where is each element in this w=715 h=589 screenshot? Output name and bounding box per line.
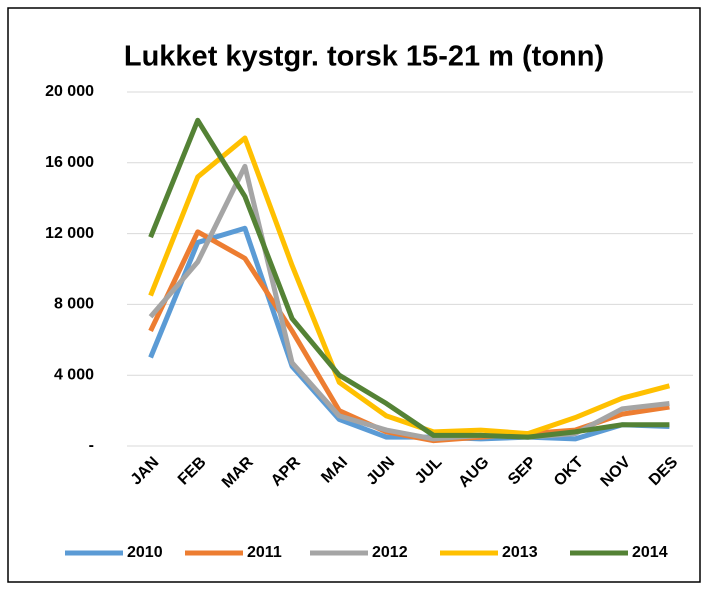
y-tick-label: 4 000	[54, 366, 94, 383]
chart-title: Lukket kystgr. torsk 15-21 m (tonn)	[124, 41, 604, 73]
legend-label: 2011	[247, 544, 282, 561]
y-tick-label: 8 000	[54, 296, 94, 313]
y-tick-label: -	[89, 437, 94, 454]
legend-label: 2012	[372, 544, 408, 561]
chart-frame	[7, 7, 701, 583]
y-tick-label: 12 000	[45, 225, 94, 242]
legend-label: 2013	[502, 544, 538, 561]
legend-label: 2014	[632, 544, 668, 561]
y-tick-label: 16 000	[45, 154, 94, 171]
y-tick-label: 20 000	[45, 83, 94, 100]
series-line	[148, 117, 670, 440]
series-line	[148, 135, 671, 437]
legend-label: 2010	[127, 544, 163, 561]
